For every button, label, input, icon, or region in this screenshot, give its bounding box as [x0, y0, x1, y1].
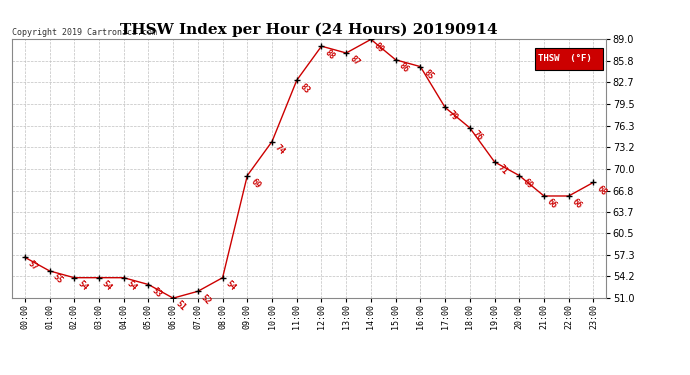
- Text: 87: 87: [348, 54, 361, 68]
- Text: 54: 54: [100, 279, 114, 292]
- Text: 52: 52: [199, 293, 213, 306]
- Text: 76: 76: [471, 129, 484, 143]
- Text: 71: 71: [496, 164, 509, 177]
- Text: 54: 54: [76, 279, 89, 292]
- Title: THSW Index per Hour (24 Hours) 20190914: THSW Index per Hour (24 Hours) 20190914: [120, 22, 498, 37]
- Text: 66: 66: [545, 197, 559, 211]
- Text: 86: 86: [397, 61, 411, 75]
- Text: 55: 55: [51, 272, 64, 286]
- Text: 88: 88: [323, 48, 336, 61]
- Text: 51: 51: [175, 300, 188, 313]
- Text: 69: 69: [248, 177, 262, 190]
- Text: 83: 83: [298, 82, 312, 95]
- Text: THSW  (°F): THSW (°F): [538, 54, 591, 63]
- Text: 69: 69: [521, 177, 534, 190]
- Text: 54: 54: [125, 279, 139, 292]
- Text: 53: 53: [150, 286, 164, 299]
- Text: 68: 68: [595, 184, 609, 197]
- Text: Copyright 2019 Cartronics.com: Copyright 2019 Cartronics.com: [12, 28, 157, 37]
- Text: 54: 54: [224, 279, 237, 292]
- Text: 85: 85: [422, 68, 435, 81]
- Text: 79: 79: [446, 109, 460, 122]
- Text: 66: 66: [570, 197, 584, 211]
- Text: 89: 89: [373, 41, 386, 54]
- Text: 57: 57: [26, 259, 39, 272]
- FancyBboxPatch shape: [535, 48, 603, 70]
- Text: 74: 74: [273, 143, 287, 156]
